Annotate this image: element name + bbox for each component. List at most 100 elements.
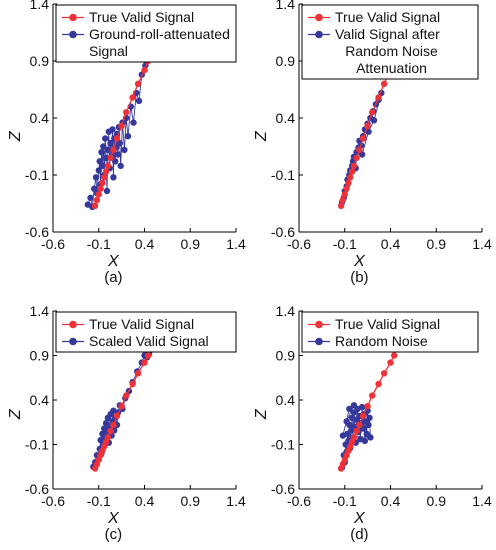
data-point-comparison-signal bbox=[124, 133, 132, 140]
legend-label-line: Random Noise bbox=[345, 43, 438, 59]
panel-caption: (d) bbox=[350, 526, 368, 543]
x-tick-label: -0.1 bbox=[87, 493, 111, 509]
legend-marker bbox=[315, 337, 323, 346]
legend-label-line: Random Noise bbox=[335, 333, 428, 349]
data-point-true-valid-signal bbox=[101, 174, 108, 181]
data-point-true-valid-signal bbox=[341, 191, 348, 198]
data-point-comparison-signal bbox=[346, 405, 353, 413]
legend-label-1: Ground-roll-attenuated Signal bbox=[89, 26, 230, 59]
panel-a: -0.6 -0.1 0.4 0.9 1.4 -0.6 -0.1 0.4 0.9 1.4 X Z (a) T… bbox=[7, 0, 246, 286]
data-point-true-valid-signal bbox=[347, 174, 354, 181]
x-axis-label: X bbox=[107, 510, 120, 527]
data-point-true-valid-signal bbox=[123, 109, 130, 116]
y-tick-label: 0.9 bbox=[276, 53, 296, 69]
legend-label-1: Scaled Valid Signal bbox=[89, 333, 209, 349]
x-tick-label: 0.4 bbox=[135, 493, 155, 509]
y-tick-label: 0.4 bbox=[276, 110, 296, 126]
y-axis-label: Z bbox=[7, 130, 24, 142]
data-point-true-valid-signal bbox=[350, 162, 358, 170]
x-tick-label: 0.4 bbox=[381, 493, 401, 509]
data-point-comparison-signal bbox=[117, 162, 124, 170]
legend-box bbox=[55, 4, 237, 63]
data-point-true-valid-signal bbox=[364, 122, 371, 130]
legend-marker bbox=[315, 30, 323, 39]
data-point-comparison-signal bbox=[102, 135, 109, 142]
x-tick-label: -0.6 bbox=[41, 493, 65, 509]
data-point-comparison-signal bbox=[365, 128, 372, 135]
x-tick-label: -0.6 bbox=[287, 236, 311, 252]
y-tick-label: 1.4 bbox=[30, 0, 50, 12]
x-tick-label: 1.4 bbox=[226, 236, 246, 252]
data-point-true-valid-signal bbox=[113, 412, 121, 420]
data-point-comparison-signal bbox=[130, 119, 137, 126]
data-point-true-valid-signal bbox=[134, 370, 142, 377]
panel-b: -0.6 -0.1 0.4 0.9 1.4 -0.6 -0.1 0.4 0.9 1.4 X Z (b) T… bbox=[253, 0, 492, 286]
x-tick-label: -0.1 bbox=[333, 493, 357, 509]
data-point-true-valid-signal bbox=[380, 80, 388, 88]
data-point-comparison-signal bbox=[370, 117, 378, 124]
data-point-true-valid-signal bbox=[350, 434, 358, 441]
legend-marker bbox=[315, 13, 323, 22]
data-point-true-valid-signal bbox=[97, 185, 104, 192]
data-point-comparison-signal bbox=[112, 158, 119, 165]
data-point-true-valid-signal bbox=[356, 421, 363, 429]
data-point-comparison-signal bbox=[102, 154, 110, 162]
legend-label-line: Scaled Valid Signal bbox=[89, 333, 209, 349]
data-point-comparison-signal bbox=[121, 146, 128, 154]
y-tick-label: -0.1 bbox=[25, 437, 49, 453]
data-point-comparison-signal bbox=[343, 418, 350, 425]
data-point-comparison-signal bbox=[365, 421, 372, 429]
data-point-true-valid-signal bbox=[353, 427, 360, 435]
data-point-true-valid-signal bbox=[107, 427, 114, 435]
y-tick-label: -0.1 bbox=[271, 167, 295, 183]
legend-box bbox=[301, 4, 479, 80]
x-tick-label: 0.9 bbox=[181, 493, 201, 509]
legend-marker bbox=[69, 13, 77, 22]
x-tick-label: 0.9 bbox=[181, 236, 201, 252]
panel-caption: (c) bbox=[105, 526, 123, 543]
x-axis-label: X bbox=[107, 253, 120, 270]
legend-box bbox=[301, 311, 479, 353]
x-tick-label: -0.6 bbox=[41, 236, 65, 252]
data-point-true-valid-signal bbox=[107, 154, 114, 162]
data-point-true-valid-signal bbox=[343, 185, 350, 192]
data-point-true-valid-signal bbox=[141, 359, 148, 366]
data-point-true-valid-signal bbox=[359, 135, 367, 142]
data-point-true-valid-signal bbox=[129, 94, 136, 101]
x-axis-label: X bbox=[353, 253, 366, 270]
legend-label-line: Signal bbox=[89, 43, 128, 59]
data-point-true-valid-signal bbox=[118, 403, 125, 410]
legend-marker bbox=[315, 320, 323, 329]
data-point-true-valid-signal bbox=[118, 122, 125, 130]
y-tick-label: 0.4 bbox=[276, 392, 296, 408]
legend-label-0: True Valid Signal bbox=[335, 9, 440, 25]
legend-label-0: True Valid Signal bbox=[89, 9, 194, 25]
legend-label-line: Valid Signal after bbox=[335, 26, 440, 42]
data-point-comparison-signal bbox=[99, 162, 106, 170]
y-tick-label: 0.4 bbox=[30, 392, 50, 408]
data-point-comparison-signal bbox=[358, 403, 366, 411]
data-point-true-valid-signal bbox=[369, 392, 376, 399]
data-point-true-valid-signal bbox=[141, 66, 148, 74]
data-point-comparison-signal bbox=[110, 174, 117, 181]
data-point-true-valid-signal bbox=[123, 392, 130, 399]
legend-label-line: True Valid Signal bbox=[89, 316, 194, 332]
legend-box bbox=[55, 311, 237, 353]
data-point-true-valid-signal bbox=[99, 179, 106, 187]
x-tick-label: 0.9 bbox=[427, 493, 447, 509]
legend-label-line: True Valid Signal bbox=[89, 9, 194, 25]
legend-marker bbox=[69, 320, 77, 329]
y-tick-label: -0.1 bbox=[25, 167, 49, 183]
legend-label-line: Ground-roll-attenuated bbox=[89, 26, 230, 42]
legend-label-line: True Valid Signal bbox=[335, 9, 440, 25]
y-tick-label: 1.4 bbox=[276, 303, 296, 319]
data-point-true-valid-signal bbox=[369, 109, 376, 116]
legend-label-line: True Valid Signal bbox=[335, 316, 440, 332]
data-point-true-valid-signal bbox=[337, 202, 345, 209]
x-tick-label: 0.4 bbox=[135, 236, 155, 252]
panel-c: -0.6 -0.1 0.4 0.9 1.4 -0.6 -0.1 0.4 0.9 1.4 X Z (c) T… bbox=[7, 303, 246, 543]
x-tick-label: -0.6 bbox=[287, 493, 311, 509]
data-point-true-valid-signal bbox=[104, 162, 112, 170]
y-axis-label: Z bbox=[253, 408, 270, 420]
data-point-true-valid-signal bbox=[364, 403, 371, 410]
